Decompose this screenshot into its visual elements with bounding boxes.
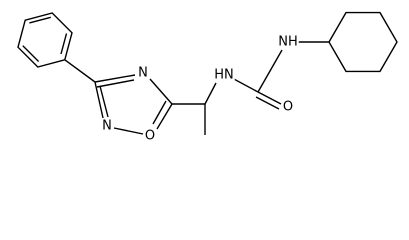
double-bond [60,33,68,55]
atom-label: NH [278,35,298,50]
bond [149,78,173,105]
label-backing [281,99,295,115]
atom-label: N [102,119,112,134]
double-bond [99,85,109,118]
bond [113,127,144,135]
bond [156,103,173,130]
label-backing [137,65,149,81]
atom-label: O [145,129,155,144]
atom-label: O [283,100,293,115]
bond [94,74,136,83]
double-bond [96,79,135,88]
label-backing [101,118,113,134]
bond [257,49,283,93]
structure-diagram: N N O HN O NH [17,11,398,144]
label-backing [213,67,235,83]
double-bond [255,96,280,110]
bond [257,91,282,105]
double-bond [29,16,51,24]
cyclohexane-ring [328,11,398,73]
bond [94,81,104,119]
double-bond [152,100,167,125]
label-backing [277,34,299,50]
label-backing [143,128,157,144]
double-bond [22,45,40,62]
bond [204,82,217,105]
atom-label: N [138,66,148,81]
bond [231,77,259,93]
atom-label: HN [214,68,234,83]
bond [64,59,96,83]
phenyl-ring [17,12,73,68]
